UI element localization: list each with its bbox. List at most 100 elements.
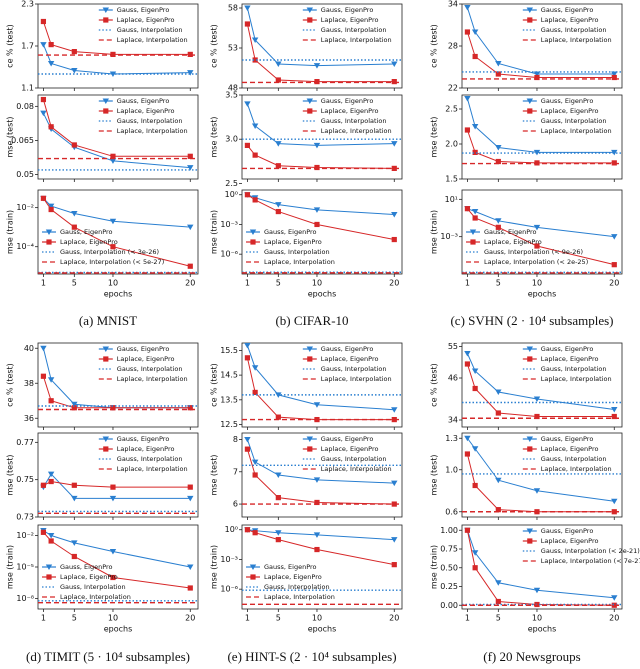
- plot-frame: [461, 342, 623, 428]
- marker: [391, 236, 397, 243]
- marker: [306, 346, 313, 352]
- marker: [307, 108, 313, 114]
- y-tick-label: 10⁻⁶: [220, 250, 238, 259]
- legend-label: Laplace, Interpolation: [117, 36, 188, 44]
- x-axis-label: epochs: [104, 290, 133, 299]
- marker: [313, 142, 321, 149]
- marker: [244, 446, 251, 452]
- marker: [103, 17, 109, 23]
- x-tick-label: 20: [609, 614, 619, 623]
- marker: [244, 436, 251, 443]
- legend-label: Laplace, EigenPro: [541, 107, 599, 115]
- legend-label: Laplace, Interpolation: [264, 593, 335, 601]
- marker: [306, 98, 313, 104]
- plot-frame: [461, 94, 623, 180]
- y-tick-label: 1.3: [445, 434, 458, 443]
- y-tick-label: 0.77: [16, 438, 34, 447]
- marker: [495, 598, 501, 605]
- y-tick-label: 15.5: [220, 346, 238, 355]
- x-tick-label: 5: [276, 279, 281, 288]
- y-tick-label: 58: [228, 4, 238, 13]
- marker: [103, 446, 109, 452]
- x-tick-label: 5: [72, 614, 77, 623]
- y-tick-label: 10¹: [445, 195, 458, 204]
- marker: [47, 377, 55, 383]
- legend-label: Gauss, Interpolation: [541, 365, 607, 373]
- marker: [252, 472, 258, 478]
- marker: [391, 562, 397, 568]
- marker: [314, 499, 320, 506]
- legend-label: Laplace, EigenPro: [117, 445, 175, 453]
- y-tick-label: 46: [448, 374, 458, 383]
- marker: [251, 365, 259, 371]
- marker: [71, 68, 78, 74]
- x-tick-label: 20: [389, 279, 399, 288]
- y-tick-label: 10⁻³: [220, 220, 238, 229]
- legend-label: Laplace, EigenPro: [264, 238, 322, 246]
- legend-label: Gauss, Interpolation: [321, 455, 387, 463]
- marker: [391, 79, 397, 85]
- y-axis-label: mse (test): [210, 454, 219, 495]
- marker: [534, 243, 540, 249]
- legend-label: Gauss, Interpolation: [117, 365, 183, 373]
- marker: [527, 446, 533, 452]
- y-tick-label: 2.5: [445, 105, 458, 114]
- marker: [110, 574, 116, 581]
- marker: [611, 413, 617, 420]
- legend-label: Laplace, EigenPro: [117, 355, 175, 363]
- legend-label: Gauss, EigenPro: [484, 228, 537, 236]
- x-tick-label: 5: [496, 614, 501, 623]
- series-line: [247, 194, 395, 216]
- y-tick-label: 10⁻³: [220, 555, 238, 564]
- marker: [46, 574, 52, 580]
- x-tick-label: 5: [72, 279, 77, 288]
- x-tick-label: 1: [465, 614, 470, 623]
- marker: [102, 7, 109, 13]
- plot-frame: [461, 432, 623, 518]
- x-tick-label: 1: [245, 614, 250, 623]
- marker: [250, 239, 256, 245]
- marker: [526, 98, 533, 104]
- y-axis-label: mse (test): [430, 454, 439, 495]
- x-tick-label: 1: [41, 279, 46, 288]
- y-tick-label: 10⁻⁶: [220, 585, 238, 594]
- legend-label: Gauss, Interpolation: [117, 26, 183, 34]
- marker: [252, 530, 258, 536]
- marker: [187, 70, 194, 76]
- legend-label: Laplace, EigenPro: [321, 16, 379, 24]
- marker: [527, 17, 533, 23]
- marker: [244, 342, 251, 349]
- plot-frame: [241, 432, 403, 518]
- legend-label: Laplace, Interpolation: [264, 258, 335, 266]
- legend-label: Laplace, Interpolation: [117, 127, 188, 135]
- marker: [71, 224, 77, 230]
- plot-frame: [241, 342, 403, 428]
- legend-label: Laplace, EigenPro: [60, 238, 118, 246]
- marker: [527, 538, 533, 544]
- y-tick-label: 53: [228, 44, 238, 53]
- y-tick-label: 1.7: [21, 42, 34, 51]
- y-axis-label: mse (test): [6, 116, 15, 157]
- y-tick-label: 48: [228, 84, 238, 93]
- marker: [275, 537, 281, 543]
- marker: [187, 585, 193, 591]
- y-tick-label: 10⁰: [225, 525, 238, 534]
- marker: [110, 244, 116, 250]
- legend-label: Gauss, EigenPro: [541, 435, 594, 443]
- plot-frame: [241, 94, 403, 180]
- marker: [464, 127, 471, 133]
- marker: [391, 141, 398, 147]
- y-tick-label: 10⁻²: [16, 531, 34, 540]
- y-axis-label: ce % (test): [430, 363, 439, 407]
- y-axis-label: mse (test): [430, 116, 439, 157]
- legend-label: Laplace, Interpolation: [321, 375, 392, 383]
- marker: [46, 239, 52, 245]
- marker: [472, 53, 478, 60]
- legend-label: Gauss, Interpolation: [117, 117, 183, 125]
- legend-label: Laplace, EigenPro: [484, 238, 542, 246]
- marker: [611, 498, 618, 505]
- marker: [71, 49, 77, 55]
- marker: [48, 398, 54, 404]
- marker: [464, 206, 471, 212]
- legend-label: Gauss, EigenPro: [541, 527, 594, 535]
